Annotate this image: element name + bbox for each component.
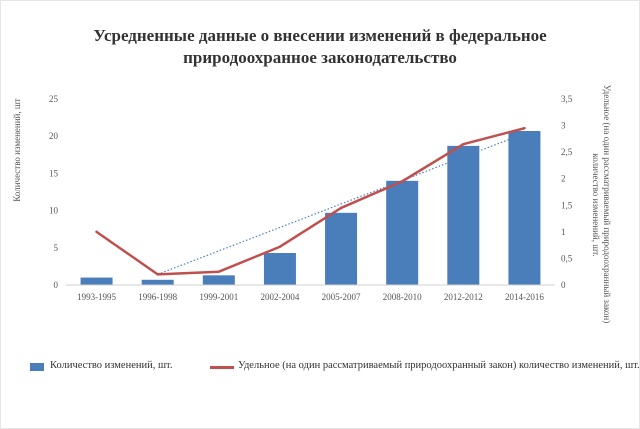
line-point	[400, 180, 404, 183]
y-right-tick-label: 3	[561, 121, 566, 131]
y-right-tick-label: 3,5	[561, 94, 573, 104]
line-point	[156, 273, 159, 276]
line-point	[462, 142, 465, 146]
x-tick-label: 2012-2012	[444, 292, 483, 302]
legend-label-bar-series: Количество изменений, шт.	[50, 360, 173, 371]
y-left-tick-label: 5	[54, 243, 59, 253]
x-axis: 1993-1995 1996-1998 1999-2001 2002-2004 2005…	[66, 284, 555, 302]
chart-title-line-2: природоохранное законодательство	[183, 48, 457, 67]
y-axis-right-label: Удельное (на один рассматриваемый природ…	[591, 85, 612, 326]
y-right-tick-label: 0	[561, 280, 566, 290]
bar-series	[80, 130, 541, 285]
y-axis-right: 0 0,5 1 1,5 2 2,5 3 3,5	[561, 94, 573, 290]
bar	[386, 180, 419, 285]
x-tick-label: 1999-2001	[199, 292, 238, 302]
x-tick-label: 2005-2007	[322, 292, 361, 302]
y-left-tick-label: 25	[49, 94, 59, 104]
line-point	[278, 245, 282, 248]
line-point	[339, 206, 343, 210]
bar	[325, 212, 358, 285]
y-axis-right-label-line-2: количество изменений, шт.	[591, 153, 601, 256]
legend-label-line-series: Удельное (на один рассматриваемый природ…	[238, 360, 640, 371]
y-axis-left: 0 5 10 15 20 25	[49, 94, 59, 290]
line-point	[523, 127, 526, 130]
line-path	[95, 126, 526, 276]
y-axis-left-label: Количество изменений, шт	[12, 98, 22, 201]
line-point	[217, 270, 221, 273]
x-tick-label: 2002-2004	[260, 292, 299, 302]
chart-title-line-1: Усредненные данные о внесении изменений …	[93, 26, 547, 45]
y-left-tick-label: 20	[49, 131, 59, 141]
x-tick-label: 1993-1995	[77, 292, 116, 302]
line-point	[95, 230, 98, 234]
bar	[80, 277, 113, 285]
bar	[202, 275, 235, 285]
x-tick-label: 2014-2016	[505, 292, 544, 302]
bar	[508, 130, 541, 285]
trendline-segment	[157, 132, 525, 275]
y-left-tick-label: 0	[54, 280, 59, 290]
y-left-tick-label: 15	[49, 168, 59, 178]
y-right-tick-label: 1,5	[561, 200, 573, 210]
bar	[263, 253, 296, 285]
x-tick-label: 1996-1998	[138, 292, 177, 302]
y-left-tick-label: 10	[49, 206, 59, 216]
y-right-tick-label: 2	[561, 174, 566, 184]
trendline	[157, 132, 525, 275]
y-right-tick-label: 1	[561, 227, 566, 237]
legend: Количество изменений, шт. Удельное (на о…	[30, 358, 640, 378]
bar	[141, 279, 174, 285]
legend-swatch-bar	[30, 363, 44, 371]
x-tick-label: 2008-2010	[383, 292, 422, 302]
bar	[447, 145, 480, 285]
line-series	[95, 126, 526, 276]
y-axis-right-label-line-1: Удельное (на один рассматриваемый природ…	[602, 85, 612, 324]
legend-swatch-line	[210, 366, 234, 369]
y-right-tick-label: 2,5	[561, 147, 573, 157]
y-right-tick-label: 0,5	[561, 253, 573, 263]
